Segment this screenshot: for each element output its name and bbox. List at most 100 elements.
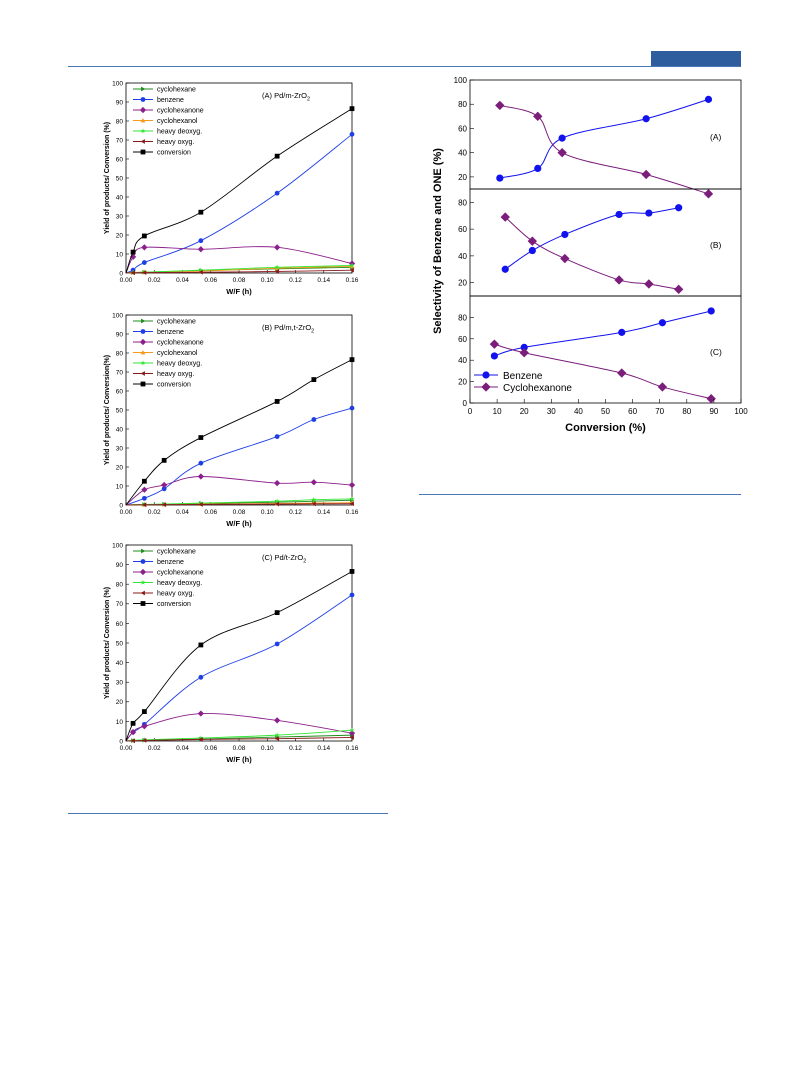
data-point-cyclohexanone xyxy=(614,275,624,285)
legend-label: Benzene xyxy=(503,371,543,382)
data-point-conversion xyxy=(198,435,204,440)
y-tick-label: 80 xyxy=(116,118,124,125)
data-point-benzene xyxy=(618,328,626,336)
legend-label: cyclohexanol xyxy=(157,118,198,125)
data-point-cyclohexanone xyxy=(644,279,654,289)
legend-marker-cyclohexanone xyxy=(139,568,147,576)
y-tick-label: 60 xyxy=(458,225,467,234)
series-line-benzene xyxy=(125,407,353,506)
data-point-cyclohexanone xyxy=(533,111,543,122)
legend-marker-cyclohexanol xyxy=(140,350,146,355)
data-point-conversion xyxy=(198,209,204,215)
y-tick-label: 20 xyxy=(116,232,124,239)
legend-marker-heavy-deoxyg xyxy=(140,360,146,366)
panel-label: (A) Pd/m-ZrO2 xyxy=(262,91,310,103)
data-point-conversion xyxy=(141,233,147,239)
data-point-heavy-deoxyg xyxy=(349,727,355,733)
chart-selectivity-vs-conversion: 20 40 60 80 100 (A) 20 40 60 80 (B) 0 20 40 60 80 (C) 0 10… xyxy=(432,76,748,434)
data-point-conversion xyxy=(274,153,280,159)
data-point-benzene xyxy=(561,230,569,239)
chart-yield-pd-mt-zro2: 0 10 20 30 40 50 60 70 80 90 100 0.00 0.02 0.04 0.06 0.… xyxy=(104,312,359,528)
legend-label: conversion xyxy=(157,601,191,608)
data-point-heavy-oxyg xyxy=(349,267,354,273)
data-point-benzene xyxy=(642,115,650,123)
legend-label: heavy deoxyg. xyxy=(157,129,202,136)
data-point-heavy-deoxyg xyxy=(198,267,204,273)
data-point-cyclohexanone xyxy=(141,486,148,493)
x-tick-label: 80 xyxy=(682,407,691,416)
y-tick-label: 0 xyxy=(463,399,468,408)
x-tick-label: 0.02 xyxy=(148,509,161,516)
x-tick-label: 0.10 xyxy=(261,509,274,516)
x-tick-label: 0.14 xyxy=(317,277,330,284)
data-point-heavy-oxyg xyxy=(130,270,135,276)
legend-marker-conversion xyxy=(140,149,146,155)
panel-label-subscript: 2 xyxy=(311,329,314,335)
data-point-cyclohexanone xyxy=(129,729,137,736)
y-tick-label: 80 xyxy=(116,582,124,589)
y-axis-label: Yield of products/ Conversion (%) xyxy=(104,122,111,234)
data-point-cyclohexanone xyxy=(274,717,281,724)
chart-yield-pd-m-zro2: 0 10 20 30 40 50 60 70 80 90 100 0.00 0.02 0.04 0.06 0.… xyxy=(104,80,359,296)
y-tick-label: 50 xyxy=(116,175,124,182)
data-point-conversion xyxy=(349,357,355,363)
x-tick-label: 0.12 xyxy=(289,509,302,516)
panel-label: (B) Pd/m,t-ZrO2 xyxy=(262,323,314,335)
data-point-heavy-oxyg xyxy=(141,502,147,508)
legend-label: heavy oxyg. xyxy=(157,591,194,598)
data-point-benzene xyxy=(274,190,280,196)
y-tick-label: 60 xyxy=(458,124,467,133)
data-point-benzene xyxy=(198,460,204,466)
legend-marker-conversion xyxy=(140,381,146,387)
data-point-conversion xyxy=(130,249,136,255)
panel-label-subscript: 2 xyxy=(307,97,310,103)
data-point-cyclohexanone xyxy=(495,100,505,111)
x-tick-label: 0.08 xyxy=(233,745,246,752)
x-axis-label: Conversion (%) xyxy=(565,422,646,434)
y-tick-label: 80 xyxy=(116,350,124,357)
y-axis-label: Yield of products/ Conversion(%) xyxy=(104,355,111,465)
legend-marker-benzene xyxy=(140,97,146,102)
y-tick-label: 30 xyxy=(116,680,124,687)
y-tick-label: 20 xyxy=(458,378,467,387)
y-tick-label: 80 xyxy=(458,198,467,207)
legend-label: conversion xyxy=(157,150,191,157)
x-tick-label: 0.16 xyxy=(346,277,359,284)
data-point-heavy-oxyg xyxy=(274,736,280,742)
data-point-heavy-oxyg xyxy=(198,737,203,742)
data-point-cyclohexanone xyxy=(197,710,204,717)
legend-label: heavy oxyg. xyxy=(157,139,194,146)
y-tick-label: 60 xyxy=(458,335,467,344)
data-point-benzene xyxy=(141,260,147,265)
data-point-cyclohexanone xyxy=(706,394,716,404)
y-tick-label: 0 xyxy=(119,738,123,745)
x-tick-label: 60 xyxy=(628,407,637,416)
panel-label: (A) xyxy=(710,132,722,142)
panel-frame xyxy=(469,79,742,190)
y-tick-label: 40 xyxy=(458,356,467,365)
data-point-cyclohexanone xyxy=(560,253,570,264)
legend-label: conversion xyxy=(157,382,191,389)
x-tick-label: 0.14 xyxy=(317,509,330,516)
series-line-cyclohexanone xyxy=(499,104,709,195)
y-tick-label: 70 xyxy=(116,137,124,144)
data-point-conversion xyxy=(349,569,355,574)
y-tick-label: 100 xyxy=(112,312,123,319)
left-column-rule xyxy=(68,813,388,814)
data-point-benzene xyxy=(161,486,167,492)
data-point-heavy-oxyg xyxy=(274,501,280,507)
right-column-rule xyxy=(419,494,741,495)
data-point-heavy-deoxyg xyxy=(274,732,280,738)
legend-label: benzene xyxy=(157,97,184,104)
data-point-cyclohexanone xyxy=(557,147,567,158)
data-point-cyclohexanone xyxy=(519,348,529,358)
x-tick-label: 0.16 xyxy=(346,745,359,752)
data-point-benzene xyxy=(528,246,536,255)
data-point-benzene xyxy=(198,238,204,244)
data-point-cyclohexanone xyxy=(129,253,137,260)
data-point-benzene xyxy=(496,174,504,182)
data-point-cyclohexanone xyxy=(673,284,684,294)
legend-label: cyclohexane xyxy=(157,549,196,556)
x-tick-label: 0.14 xyxy=(317,745,330,752)
data-point-cyclohexanone xyxy=(310,479,317,486)
